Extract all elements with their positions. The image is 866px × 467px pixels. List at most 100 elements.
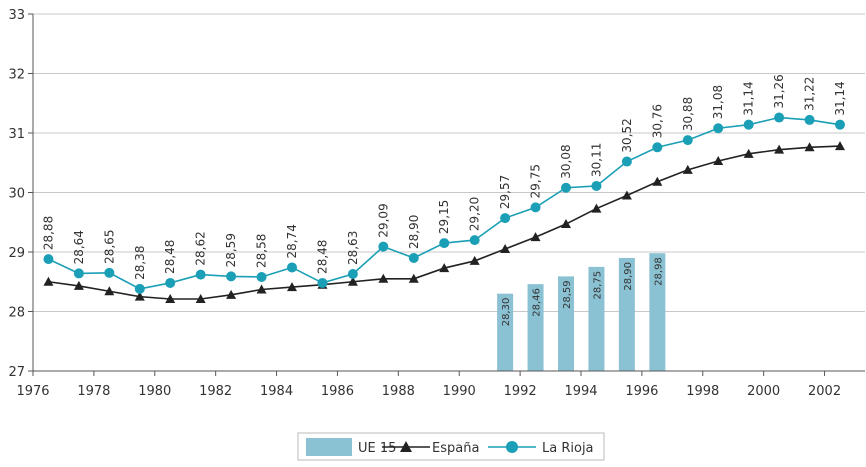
data-label-la-rioja: 31,22 — [803, 77, 817, 111]
data-label-la-rioja: 28,58 — [255, 234, 269, 268]
point-espana — [408, 273, 419, 283]
point-espana — [530, 232, 541, 242]
point-la-rioja — [804, 114, 815, 125]
point-la-rioja — [43, 254, 54, 265]
y-tick-label: 31 — [8, 127, 25, 142]
x-tick-label: 1978 — [77, 384, 110, 399]
legend: UE 15 España La Rioja — [297, 432, 605, 461]
point-la-rioja — [561, 182, 571, 193]
legend-label-ue15: UE 15 — [358, 441, 396, 456]
data-label-la-rioja: 30,08 — [559, 144, 573, 178]
point-la-rioja — [408, 252, 419, 263]
point-espana — [652, 176, 663, 186]
legend-label-espana: España — [432, 441, 479, 456]
y-tick-label: 30 — [8, 187, 25, 202]
point-la-rioja — [500, 213, 511, 224]
point-la-rioja — [774, 112, 785, 123]
point-espana — [165, 294, 176, 304]
data-label-la-rioja: 28,48 — [163, 240, 177, 274]
data-label-la-rioja: 28,88 — [41, 216, 55, 250]
legend-swatch-ue15 — [306, 438, 352, 456]
axes: 27 28 29 30 31 32 33 1976 1978 1980 1982 1984 1986 19… — [8, 8, 865, 399]
point-la-rioja — [743, 119, 754, 130]
data-label-la-rioja: 29,20 — [468, 197, 482, 231]
bar-label-ue15: 28,98 — [653, 257, 664, 286]
point-espana — [347, 276, 358, 286]
data-label-la-rioja: 29,15 — [437, 200, 451, 234]
point-la-rioja — [439, 238, 450, 249]
point-espana — [713, 155, 724, 165]
data-label-la-rioja: 31,14 — [742, 81, 756, 115]
data-label-la-rioja: 29,09 — [376, 203, 390, 237]
bar-label-ue15: 28,46 — [532, 288, 543, 317]
point-la-rioja — [287, 262, 297, 273]
x-tick-label: 1982 — [199, 384, 232, 399]
bar-label-ue15: 28,30 — [501, 298, 512, 327]
bar-label-ue15: 28,75 — [592, 271, 603, 300]
legend-label-la-rioja: La Rioja — [542, 441, 594, 456]
x-tick-label: 2000 — [747, 384, 780, 399]
point-espana — [226, 289, 237, 299]
point-la-rioja — [256, 271, 267, 282]
point-la-rioja — [591, 180, 602, 191]
point-la-rioja — [530, 202, 541, 213]
point-espana — [682, 164, 693, 174]
x-tick-label: 1994 — [564, 384, 597, 399]
point-espana — [439, 263, 450, 273]
point-la-rioja — [226, 271, 237, 282]
point-espana — [195, 294, 206, 304]
grid-lines — [33, 13, 865, 312]
point-espana — [256, 284, 267, 294]
data-label-la-rioja: 28,65 — [102, 229, 116, 263]
point-espana — [134, 291, 145, 301]
point-espana — [561, 219, 571, 229]
point-la-rioja — [835, 119, 845, 130]
data-label-la-rioja: 30,52 — [620, 118, 634, 152]
data-label-la-rioja: 28,59 — [224, 233, 238, 267]
point-espana — [743, 148, 754, 158]
y-tick-label: 29 — [8, 246, 25, 261]
data-label-la-rioja: 30,11 — [589, 143, 603, 177]
y-tick-label: 32 — [8, 68, 25, 83]
data-label-la-rioja: 28,74 — [285, 224, 299, 258]
point-la-rioja — [682, 135, 693, 146]
x-tick-label: 1988 — [382, 384, 415, 399]
bar-ue15 — [497, 293, 514, 371]
bar-label-ue15: 28,90 — [623, 262, 634, 291]
point-espana — [104, 286, 115, 296]
point-la-rioja — [347, 269, 358, 280]
point-la-rioja — [165, 277, 176, 288]
data-label-la-rioja: 28,90 — [407, 215, 421, 249]
point-espana — [73, 280, 84, 290]
bar-ue15 — [527, 284, 544, 371]
point-espana — [591, 203, 602, 213]
point-espana — [804, 142, 815, 152]
x-tick-label: 1980 — [138, 384, 171, 399]
point-la-rioja — [378, 241, 389, 252]
y-tick-label: 27 — [8, 365, 25, 380]
point-la-rioja — [104, 267, 115, 278]
bar-ue15 — [649, 253, 666, 371]
data-label-la-rioja: 31,14 — [833, 81, 847, 115]
data-label-la-rioja: 31,26 — [772, 74, 786, 108]
x-tick-label: 1976 — [16, 384, 49, 399]
point-la-rioja — [317, 277, 328, 288]
data-label-la-rioja: 30,88 — [681, 97, 695, 131]
bars-ue15 — [497, 253, 666, 371]
x-tick-label: 1990 — [443, 384, 476, 399]
data-label-la-rioja: 28,38 — [133, 246, 147, 280]
point-espana — [500, 244, 511, 254]
x-tick-label: 1998 — [686, 384, 719, 399]
bar-ue15 — [618, 257, 635, 371]
data-label-la-rioja: 29,57 — [498, 175, 512, 209]
point-espana — [378, 273, 389, 283]
point-espana — [469, 255, 480, 265]
point-la-rioja — [469, 235, 480, 246]
data-label-la-rioja: 28,48 — [315, 240, 329, 274]
bar-label-ue15: 28,59 — [562, 280, 573, 309]
point-la-rioja — [73, 268, 84, 279]
x-tick-label: 1992 — [504, 384, 537, 399]
x-tick-label: 1984 — [260, 384, 293, 399]
